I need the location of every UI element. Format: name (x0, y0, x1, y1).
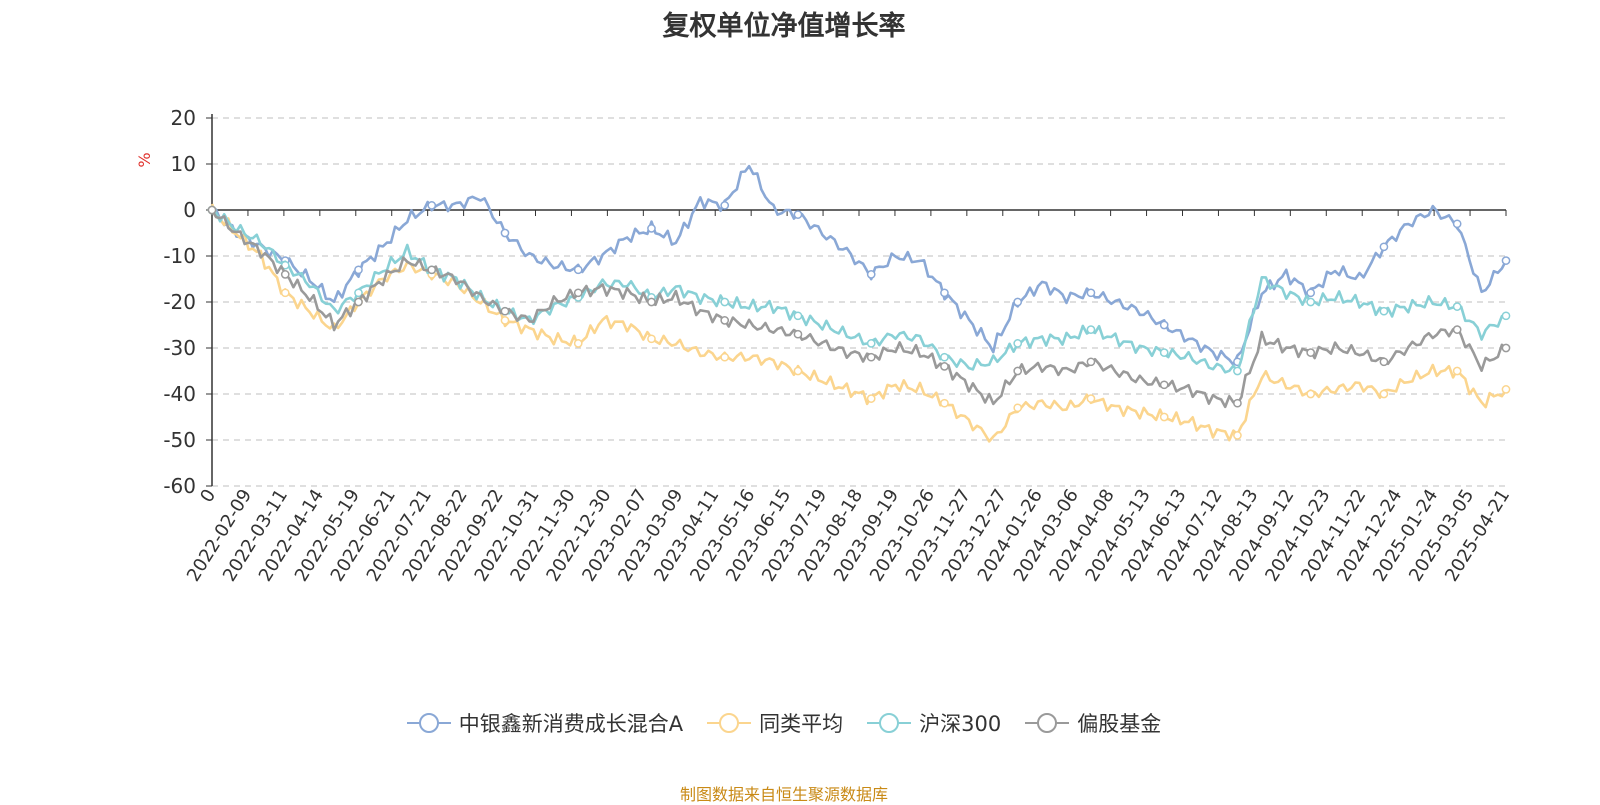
y-tick-label: 0 (183, 198, 196, 222)
data-point (1452, 219, 1462, 229)
legend-swatch-icon (707, 713, 752, 733)
data-point (1306, 297, 1316, 307)
data-point (1013, 403, 1023, 413)
data-point (1306, 389, 1316, 399)
data-point (1306, 288, 1316, 298)
data-point (1086, 325, 1096, 334)
data-point (573, 265, 583, 275)
data-point (1452, 325, 1462, 334)
legend-swatch-icon (867, 713, 912, 733)
data-point (940, 352, 949, 362)
data-point (1501, 385, 1511, 394)
y-axis-unit: % (135, 152, 154, 167)
legend-item[interactable]: 沪深300 (867, 708, 1001, 738)
data-point (1501, 256, 1511, 265)
data-point (720, 201, 730, 210)
data-point (1306, 348, 1316, 357)
series-lines (207, 164, 1511, 443)
legend-label: 偏股基金 (1077, 712, 1162, 736)
chart-title: 复权单位净值增长率 (662, 11, 906, 42)
data-point (866, 394, 876, 403)
data-point (1233, 431, 1242, 440)
y-tick-labels: 20 10 0 -10 -20 -30 -40 -50 -60 (163, 106, 196, 498)
series-line-1 (210, 203, 1508, 443)
data-point (1159, 320, 1169, 330)
data-point (1379, 306, 1389, 316)
y-tick-label: 10 (171, 152, 196, 176)
data-point (1501, 311, 1511, 321)
data-point (720, 316, 730, 325)
data-point (720, 297, 730, 307)
data-point (1159, 412, 1169, 422)
series-line-3 (210, 209, 1507, 409)
legend-label: 沪深300 (919, 712, 1002, 736)
data-point (573, 288, 583, 298)
data-point (1159, 380, 1169, 390)
legend-swatch-icon (406, 713, 451, 733)
legend-item[interactable]: 同类平均 (707, 708, 843, 738)
data-point (1379, 389, 1389, 399)
data-point (793, 366, 803, 376)
data-point (940, 362, 949, 371)
data-point (647, 224, 656, 233)
data-point (1379, 357, 1389, 367)
x-tick-label: 0 (196, 486, 220, 507)
data-point (1013, 297, 1023, 307)
legend-label: 同类平均 (759, 712, 844, 736)
data-point (573, 339, 583, 348)
x-tick-labels: 02022-02-092022-03-112022-04-142022-05-1… (183, 486, 1514, 586)
data-point (427, 201, 437, 210)
series-line-2 (211, 207, 1507, 374)
legend-item[interactable]: 偏股基金 (1025, 708, 1161, 738)
data-point (1501, 343, 1511, 353)
data-point (354, 265, 363, 275)
data-point (866, 339, 876, 348)
legend-label: 中银鑫新消费成长混合A (458, 712, 684, 736)
data-point (1013, 366, 1023, 376)
y-tick-label: -10 (163, 244, 196, 268)
axes (206, 114, 1507, 487)
legend-item[interactable]: 中银鑫新消费成长混合A (406, 708, 684, 738)
y-tick-label: -20 (163, 290, 196, 314)
data-point (866, 352, 876, 362)
data-point (647, 297, 656, 307)
data-point (1086, 288, 1096, 298)
y-tick-label: -30 (163, 336, 196, 360)
series-line-0 (211, 164, 1508, 367)
source-note: 制图数据来自恒生聚源数据库 (679, 785, 888, 804)
data-point (280, 288, 290, 298)
data-point (940, 288, 949, 298)
y-tick-label: -50 (163, 428, 196, 452)
data-point (1452, 302, 1462, 311)
data-point (1086, 394, 1096, 403)
data-point (354, 288, 363, 298)
data-point (793, 311, 803, 321)
y-tick-label: -60 (163, 474, 196, 498)
data-point (866, 270, 876, 279)
data-point (940, 398, 949, 408)
data-point (1086, 357, 1096, 367)
data-point (500, 316, 510, 325)
data-point (1233, 366, 1242, 376)
y-tick-label: 20 (171, 106, 196, 130)
data-point (1452, 366, 1462, 376)
data-point (427, 265, 437, 275)
data-point (1233, 398, 1242, 408)
data-point (1159, 348, 1169, 357)
data-point (793, 329, 803, 339)
data-point (500, 306, 510, 316)
data-point (207, 205, 217, 215)
line-chart: 20 10 0 -10 -20 -30 -40 -50 -60 02022-02-092022-… (135, 106, 1514, 586)
y-tick-label: -40 (163, 382, 196, 406)
data-point (1379, 242, 1389, 252)
legend-swatch-icon (1025, 713, 1070, 733)
data-point (793, 210, 803, 219)
data-point (720, 352, 730, 362)
data-point (1013, 339, 1023, 348)
data-point (354, 297, 363, 307)
data-point (647, 334, 656, 344)
legend: 中银鑫新消费成长混合A 同类平均 沪深300 偏股基金 (0, 708, 1568, 738)
data-point (280, 270, 290, 279)
data-point (500, 228, 510, 238)
